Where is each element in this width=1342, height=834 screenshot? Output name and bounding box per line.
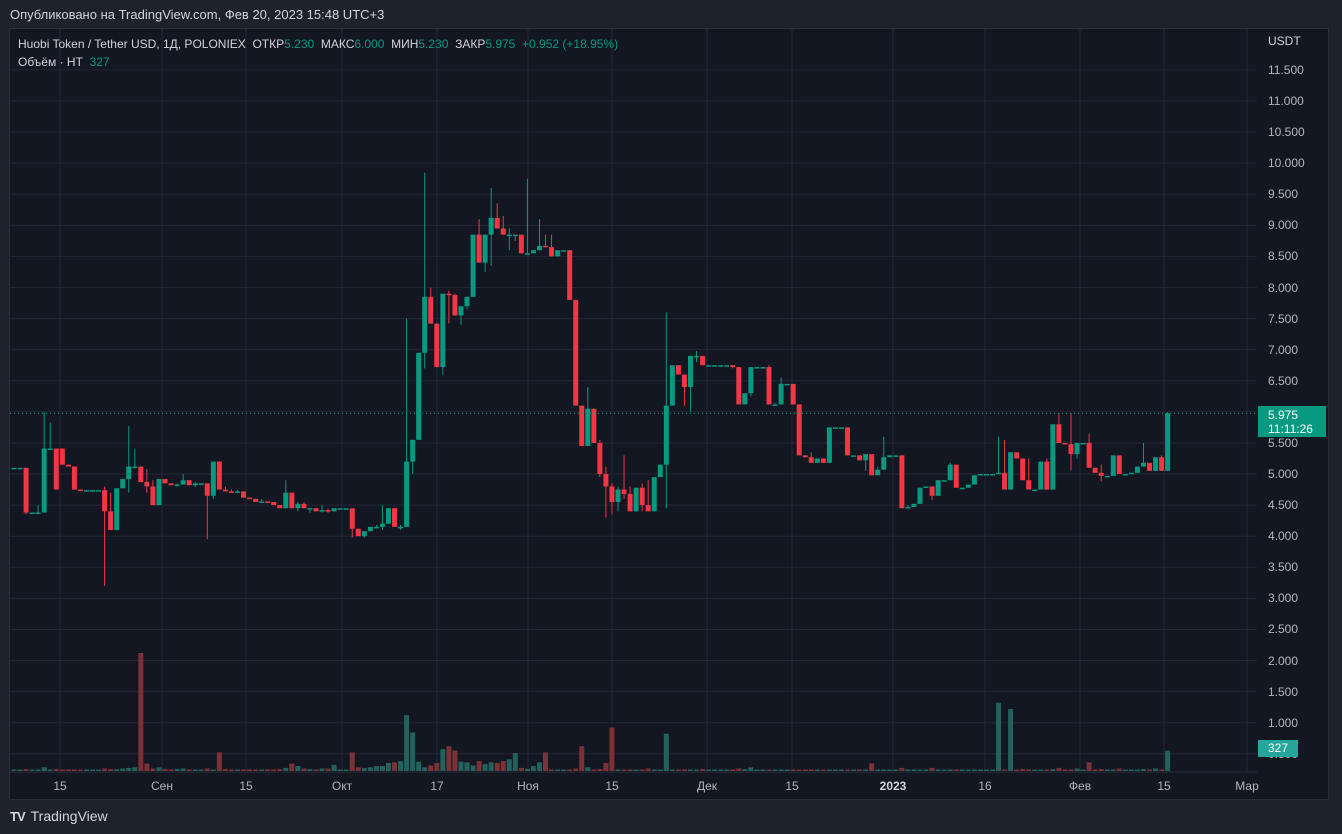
time-tick: Дек [696,779,718,793]
price-tick: 3.500 [1268,560,1299,575]
bar-countdown: 11:11:26 [1268,422,1313,436]
price-tick: 10.000 [1268,156,1305,171]
low-value: 5.230 [418,37,449,51]
price-tick: 6.500 [1268,373,1299,388]
symbol-title[interactable]: Huobi Token / Tether USD, 1Д, POLONIEX [18,37,246,51]
open-value: 5.230 [284,37,315,51]
price-tick: 5.500 [1268,435,1299,450]
price-tick: 4.000 [1268,529,1299,544]
price-tick: 8.000 [1268,280,1299,295]
time-tick: 15 [1157,779,1171,793]
time-tick: 15 [239,779,253,793]
price-tick: 11.500 [1268,62,1304,77]
volume-value: 327 [89,55,110,69]
price-tick: 9.000 [1268,218,1299,233]
price-tick: 5.000 [1268,467,1299,482]
time-tick: 15 [605,779,619,793]
published-caption: Опубликовано на TradingView.com, Фев 20,… [10,7,385,22]
low-label: МИН [391,37,419,51]
close-value: 5.975 [485,37,516,51]
volume-badge: 327 [1258,740,1298,757]
footer-branding[interactable]: TV TradingView [10,808,108,824]
price-tick: 11.000 [1268,94,1304,108]
time-tick: Ноя [517,779,539,793]
price-tick: 2.000 [1268,653,1299,668]
price-tick: 4.500 [1268,498,1299,513]
time-tick: Мар [1235,779,1259,793]
currency-label[interactable]: USDT [1268,34,1301,48]
time-tick: 15 [53,779,67,793]
price-tick: 1.000 [1268,715,1299,730]
price-tick: 3.000 [1268,591,1299,606]
ohlc-legend-row: Huobi Token / Tether USD, 1Д, POLONIEX О… [18,35,618,53]
time-tick: 2023 [879,779,907,793]
close-label: ЗАКР [455,37,486,51]
time-tick: 15 [785,779,799,793]
price-tick: 10.500 [1268,125,1305,140]
time-tick: 16 [978,779,992,793]
price-tick: 1.500 [1268,684,1299,699]
high-value: 6.000 [354,37,385,51]
volume-legend-row: Объём · HT 327 [18,53,618,71]
last-price-badge: 5.975 11:11:26 [1258,406,1326,437]
time-tick: Сен [151,779,173,793]
tradingview-logo-icon: TV [10,808,26,824]
open-label: ОТКР [252,37,285,51]
time-tick: Фев [1068,779,1092,793]
time-tick: Окт [331,779,353,793]
last-price-value: 5.975 [1268,408,1299,422]
price-tick: 2.500 [1268,622,1299,637]
price-tick: 8.500 [1268,249,1299,264]
volume-label[interactable]: Объём · HT [18,55,83,69]
change-value: +0.952 (+18.95%) [522,37,619,51]
high-label: МАКС [320,37,355,51]
time-tick: 17 [430,779,444,793]
price-tick: 7.000 [1268,342,1299,357]
price-tick: 7.500 [1268,311,1299,326]
brand-name: TradingView [30,808,108,824]
chart-legend: Huobi Token / Tether USD, 1Д, POLONIEX О… [18,35,618,71]
price-tick: 9.500 [1268,187,1299,202]
